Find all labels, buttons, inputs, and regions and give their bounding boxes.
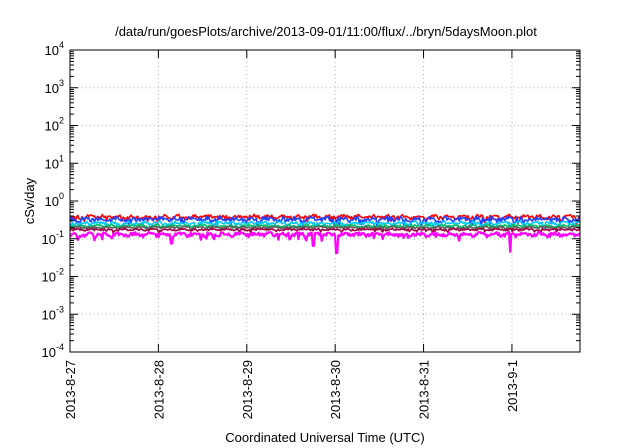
y-tick-label: 100 <box>45 191 64 209</box>
x-tick-label: 2013-8-30 <box>328 360 343 419</box>
y-tick-label: 10-3 <box>42 304 64 322</box>
y-tick-label: 10-4 <box>42 342 64 360</box>
x-tick-label: 2013-8-28 <box>151 360 166 419</box>
y-tick-label: 10-2 <box>42 267 64 285</box>
y-tick-label: 101 <box>45 153 64 171</box>
x-tick-label: 2013-8-29 <box>240 360 255 419</box>
y-tick-label: 102 <box>45 116 64 134</box>
series-line <box>69 227 581 234</box>
y-tick-label: 10-1 <box>42 229 64 247</box>
series-line <box>69 225 581 232</box>
chart-title: /data/run/goesPlots/archive/2013-09-01/1… <box>115 24 537 39</box>
x-tick-label: 2013-9-1 <box>505 360 520 412</box>
y-tick-label: 104 <box>45 40 64 58</box>
series-layer <box>69 213 581 255</box>
series-line <box>69 213 581 225</box>
x-tick-labels: 2013-8-27 2013-8-28 2013-8-29 2013-8-30 2013… <box>63 360 520 419</box>
series-line <box>69 220 581 230</box>
tick-layer <box>69 49 580 353</box>
series-line <box>69 230 581 255</box>
x-axis-label: Coordinated Universal Time (UTC) <box>225 430 424 445</box>
y-tick-label: 103 <box>45 78 64 96</box>
y-tick-labels: 10-4 10-3 10-2 10-1 100 101 102 103 104 <box>42 40 64 360</box>
grid-layer <box>70 50 580 352</box>
series-line <box>69 215 581 228</box>
y-axis-label: cSv/day <box>22 177 37 224</box>
x-tick-label: 2013-8-31 <box>417 360 432 419</box>
x-tick-label: 2013-8-27 <box>63 360 78 419</box>
